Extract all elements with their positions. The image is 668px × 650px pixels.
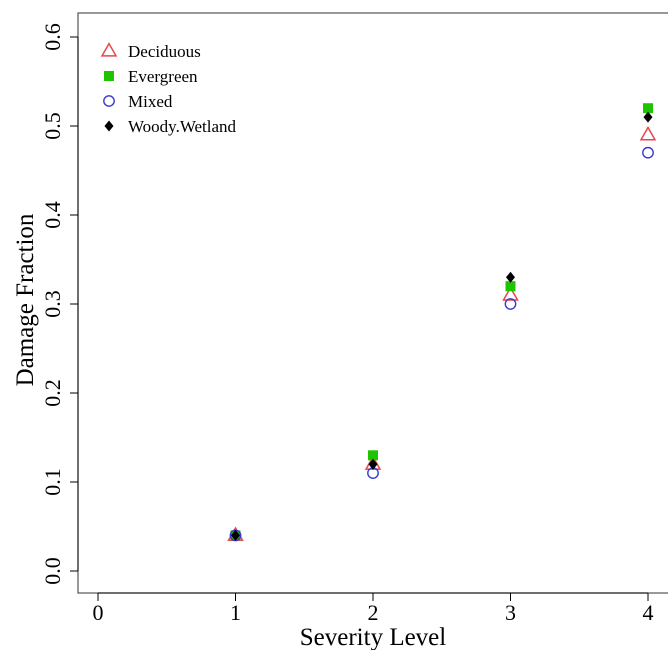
x-tick-label: 4 (643, 600, 654, 625)
y-tick-label: 0.1 (40, 468, 65, 496)
legend-label: Mixed (128, 92, 173, 111)
y-axis: 0.0 0.1 0.2 0.3 0.4 0.5 0.6 (40, 23, 79, 585)
y-tick-label: 0.0 (40, 557, 65, 585)
legend-label: Deciduous (128, 42, 201, 61)
x-tick-label: 3 (505, 600, 516, 625)
legend-entry: Deciduous (100, 42, 201, 61)
legend-marker (104, 71, 114, 81)
x-tick-label: 0 (93, 600, 104, 625)
x-tick-label: 1 (230, 600, 241, 625)
legend-marker (103, 95, 115, 107)
data-point (368, 458, 378, 470)
data-point (502, 286, 519, 301)
series-mixed (229, 146, 654, 542)
y-tick-label: 0.4 (40, 201, 65, 229)
data-point (504, 298, 517, 310)
series-evergreen (230, 103, 653, 541)
x-axis-title: Severity Level (300, 624, 447, 650)
y-axis-title: Damage Fraction (12, 213, 39, 386)
data-point (231, 529, 240, 541)
y-tick-label: 0.2 (40, 379, 65, 407)
legend-marker (104, 120, 114, 132)
legend-entry: Woody.Wetland (104, 117, 237, 136)
data-point (506, 271, 515, 283)
legend-label: Woody.Wetland (128, 117, 237, 136)
legend: Deciduous Evergreen Mixed Woody.Wetland (100, 42, 237, 136)
data-point (368, 450, 378, 461)
data-point (505, 281, 516, 292)
legend-entry: Evergreen (104, 67, 198, 86)
legend-entry: Mixed (103, 92, 173, 111)
y-tick-label: 0.3 (40, 290, 65, 318)
data-point (639, 125, 657, 141)
y-tick-label: 0.5 (40, 112, 65, 140)
x-tick-label: 2 (368, 600, 379, 625)
data-point (642, 146, 654, 159)
series-woody-wetland (231, 111, 653, 541)
legend-label: Evergreen (128, 67, 198, 86)
data-points (227, 103, 657, 542)
x-axis: 0 1 2 3 4 (93, 592, 654, 625)
data-point (643, 103, 653, 114)
data-point (643, 111, 653, 123)
y-tick-label: 0.6 (40, 23, 65, 51)
series-deciduous (227, 125, 657, 542)
legend-marker (100, 42, 118, 57)
